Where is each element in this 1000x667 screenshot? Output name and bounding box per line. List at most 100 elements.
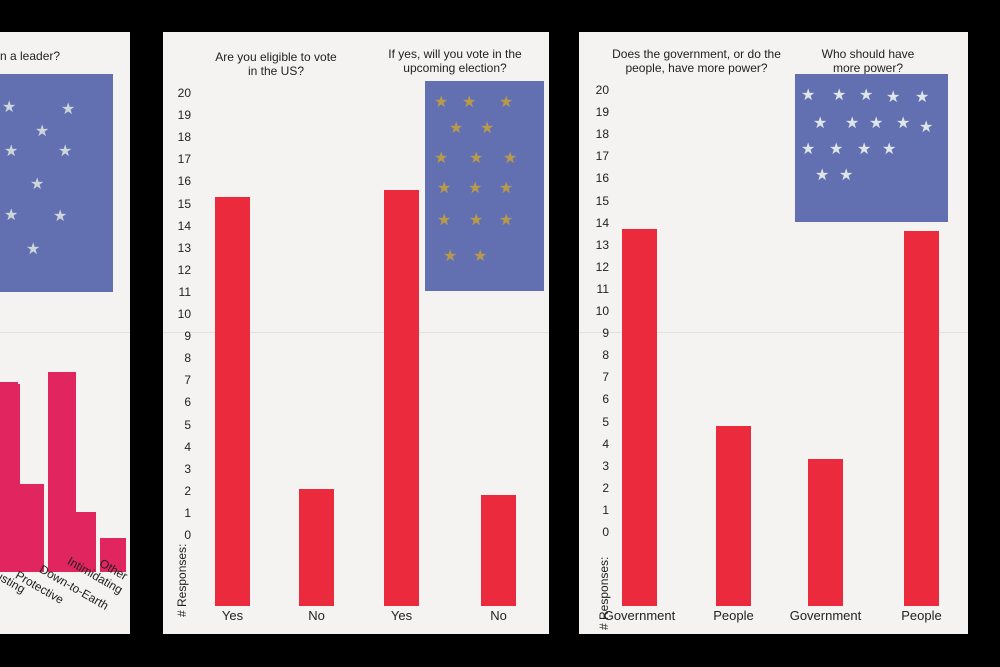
y-tick-label: 2 bbox=[184, 483, 191, 498]
bar-yes bbox=[384, 190, 419, 606]
left-bar bbox=[48, 372, 76, 572]
silver-star-icon: ★ bbox=[832, 87, 847, 104]
x-tick-label: Government bbox=[603, 608, 676, 623]
silver-star-icon: ★ bbox=[30, 176, 45, 193]
left-question: n a leader? bbox=[0, 49, 61, 63]
silver-star-icon: ★ bbox=[801, 87, 816, 104]
x-tick-label: Yes bbox=[390, 608, 413, 623]
y-tick-label: 7 bbox=[184, 373, 191, 388]
bar-people bbox=[904, 231, 939, 606]
left-bar bbox=[72, 512, 96, 572]
y-axis-label: # Responses: bbox=[175, 543, 189, 617]
x-tick-label: People bbox=[901, 608, 942, 623]
y-tick-label: 4 bbox=[184, 439, 191, 454]
left-sheet: n a leader? ★ ★ ★ ★ ★ ★ ★ ★ ★ usting Pro… bbox=[0, 32, 130, 634]
silver-star-icon: ★ bbox=[815, 167, 830, 184]
gold-star-icon: ★ bbox=[437, 212, 452, 229]
y-tick-label: 10 bbox=[595, 304, 609, 318]
silver-star-icon: ★ bbox=[882, 141, 897, 158]
left-bar bbox=[0, 384, 20, 572]
bar-government bbox=[808, 459, 843, 606]
silver-star-icon: ★ bbox=[896, 115, 911, 132]
silver-star-icon: ★ bbox=[4, 143, 19, 160]
y-tick-label: 5 bbox=[602, 414, 609, 429]
x-tick-label: No bbox=[308, 608, 325, 623]
y-tick-label: 17 bbox=[177, 152, 191, 167]
gold-star-icon: ★ bbox=[449, 120, 464, 137]
y-tick-label: 14 bbox=[177, 218, 191, 233]
y-tick-label: 14 bbox=[595, 215, 609, 230]
chart-title: Are you eligible to vote in the US? bbox=[215, 50, 337, 78]
left-bar bbox=[100, 538, 126, 572]
y-tick-label: 15 bbox=[177, 196, 191, 211]
silver-star-icon: ★ bbox=[61, 101, 76, 118]
silver-star-icon: ★ bbox=[915, 89, 930, 106]
silver-star-icon: ★ bbox=[919, 119, 934, 136]
gold-star-icon: ★ bbox=[437, 180, 452, 197]
paper-fold bbox=[163, 332, 549, 333]
y-tick-label: 11 bbox=[596, 281, 609, 296]
silver-star-icon: ★ bbox=[801, 141, 816, 158]
y-tick-label: 9 bbox=[602, 326, 609, 341]
bar-no bbox=[481, 495, 516, 606]
silver-star-icon: ★ bbox=[4, 207, 19, 224]
flag-canton: ★ ★ ★ ★ ★ ★ ★ ★ ★ ★ ★ ★ ★ ★ ★ ★ bbox=[425, 81, 544, 291]
y-tick-label: 11 bbox=[178, 284, 191, 299]
paper-fold bbox=[579, 332, 968, 333]
gold-star-icon: ★ bbox=[499, 94, 514, 111]
y-tick-label: 20 bbox=[595, 83, 609, 97]
left-flag-canton: ★ ★ ★ ★ ★ ★ ★ ★ ★ bbox=[0, 74, 113, 292]
y-tick-label: 18 bbox=[595, 127, 609, 142]
gold-star-icon: ★ bbox=[499, 212, 514, 229]
right-sheet: Does the government, or do the people, h… bbox=[579, 32, 968, 634]
y-tick-label: 13 bbox=[595, 237, 609, 252]
bar-yes bbox=[215, 196, 250, 606]
silver-star-icon: ★ bbox=[35, 123, 50, 140]
flag-canton: ★ ★ ★ ★ ★ ★ ★ ★ ★ ★ ★ ★ ★ ★ ★ ★ bbox=[795, 74, 948, 222]
silver-star-icon: ★ bbox=[869, 115, 884, 132]
y-tick-label: 17 bbox=[595, 149, 609, 164]
silver-star-icon: ★ bbox=[857, 141, 872, 158]
y-tick-label: 8 bbox=[602, 348, 609, 363]
x-tick-label: People bbox=[713, 608, 754, 623]
silver-star-icon: ★ bbox=[859, 87, 874, 104]
y-tick-label: 19 bbox=[595, 105, 609, 120]
silver-star-icon: ★ bbox=[813, 115, 828, 132]
paper-fold bbox=[0, 332, 130, 333]
silver-star-icon: ★ bbox=[58, 143, 73, 160]
gold-star-icon: ★ bbox=[469, 150, 484, 167]
y-tick-label: 2 bbox=[602, 480, 609, 495]
silver-star-icon: ★ bbox=[53, 208, 68, 225]
bar-people bbox=[716, 425, 751, 606]
silver-star-icon: ★ bbox=[839, 167, 854, 184]
chart-title: Who should have more power? bbox=[821, 47, 915, 75]
silver-star-icon: ★ bbox=[845, 115, 860, 132]
y-tick-label: 13 bbox=[177, 240, 191, 255]
gold-star-icon: ★ bbox=[443, 248, 458, 265]
x-tick-label: No bbox=[490, 608, 507, 623]
y-tick-label: 6 bbox=[602, 392, 609, 407]
x-tick-label: Yes bbox=[221, 608, 244, 623]
y-tick-label: 7 bbox=[602, 370, 609, 385]
gold-star-icon: ★ bbox=[473, 248, 488, 265]
silver-star-icon: ★ bbox=[886, 89, 901, 106]
gold-star-icon: ★ bbox=[469, 212, 484, 229]
y-tick-label: 20 bbox=[177, 86, 191, 100]
gold-star-icon: ★ bbox=[434, 150, 449, 167]
y-tick-label: 3 bbox=[602, 458, 609, 473]
y-tick-label: 5 bbox=[184, 417, 191, 432]
silver-star-icon: ★ bbox=[829, 141, 844, 158]
gold-star-icon: ★ bbox=[503, 150, 518, 167]
y-tick-label: 9 bbox=[184, 329, 191, 344]
chart-title: If yes, will you vote in the upcoming el… bbox=[388, 47, 522, 75]
silver-star-icon: ★ bbox=[2, 99, 17, 116]
chart-title: Does the government, or do the people, h… bbox=[612, 47, 781, 75]
y-tick-label: 1 bbox=[184, 505, 191, 520]
x-tick-label: Government bbox=[789, 608, 862, 623]
gold-star-icon: ★ bbox=[480, 120, 495, 137]
y-tick-label: 12 bbox=[595, 259, 609, 274]
gold-star-icon: ★ bbox=[434, 94, 449, 111]
bar-no bbox=[299, 488, 334, 606]
bar-government bbox=[622, 229, 657, 606]
y-tick-label: 12 bbox=[177, 262, 191, 277]
